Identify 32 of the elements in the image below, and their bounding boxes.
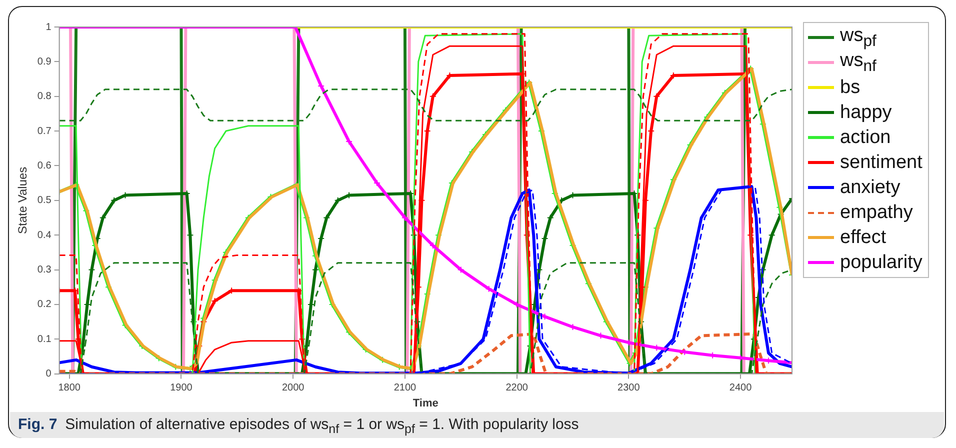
y-tick-label: 0.1 bbox=[37, 334, 52, 345]
legend-label: popularity bbox=[840, 252, 922, 274]
legend-label: anxiety bbox=[840, 176, 900, 198]
x-tick-label: 2000 bbox=[282, 382, 305, 394]
y-tick-label: 0.2 bbox=[37, 299, 52, 310]
legend-label: ws$_{pf}$ bbox=[840, 24, 876, 50]
legend-label: happy bbox=[840, 102, 892, 124]
y-axis-title: State Values bbox=[16, 166, 30, 234]
legend-label: sentiment bbox=[840, 152, 922, 174]
legend-label: empathy bbox=[840, 202, 913, 224]
y-tick-label: 0 bbox=[46, 368, 52, 380]
x-axis-title: Time bbox=[412, 397, 438, 410]
x-tick-label: 2100 bbox=[394, 382, 417, 394]
y-tick-label: 0.7 bbox=[37, 126, 52, 137]
legend-label: action bbox=[840, 126, 891, 148]
caption: Fig. 7 bbox=[18, 416, 58, 433]
y-tick-label: 0.4 bbox=[37, 230, 52, 241]
x-tick-label: 1800 bbox=[58, 382, 81, 394]
legend-label: effect bbox=[840, 226, 886, 248]
x-tick-label: 2300 bbox=[618, 382, 640, 394]
y-tick-label: 0.8 bbox=[37, 91, 52, 102]
y-tick-label: 0.9 bbox=[37, 56, 52, 68]
x-tick-label: 2200 bbox=[506, 382, 528, 394]
y-tick-label: 1 bbox=[46, 22, 52, 33]
x-tick-label: 1900 bbox=[170, 382, 193, 394]
legend-label: bs bbox=[840, 76, 860, 98]
x-tick-label: 2400 bbox=[729, 382, 752, 394]
text: Simulation of alternative episodes of ws$_{nf}$ = 1 or ws$_{pf}$ = 1. With popularity loss bbox=[65, 416, 579, 436]
y-tick-label: 0.5 bbox=[37, 195, 52, 206]
y-tick-label: 0.3 bbox=[37, 264, 52, 276]
y-tick-label: 0.6 bbox=[37, 160, 52, 172]
legend-label: ws$_{nf}$ bbox=[840, 50, 876, 76]
